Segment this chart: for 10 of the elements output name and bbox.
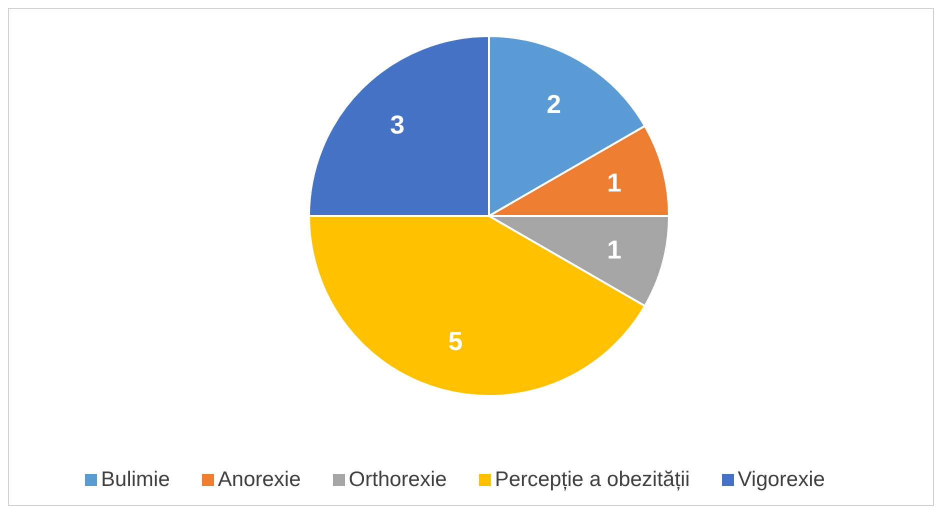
legend-label: Vigorexie	[738, 468, 825, 491]
legend-label: Orthorexie	[348, 468, 447, 491]
legend-label: Percepție a obezității	[494, 468, 690, 491]
data-label: 2	[546, 88, 562, 119]
legend-label: Anorexie	[218, 468, 301, 491]
legend-label: Bulimie	[101, 468, 170, 491]
data-label: 1	[606, 167, 622, 198]
data-label: 5	[448, 326, 463, 356]
data-label: 3	[390, 109, 405, 140]
data-label: 1	[606, 234, 622, 265]
